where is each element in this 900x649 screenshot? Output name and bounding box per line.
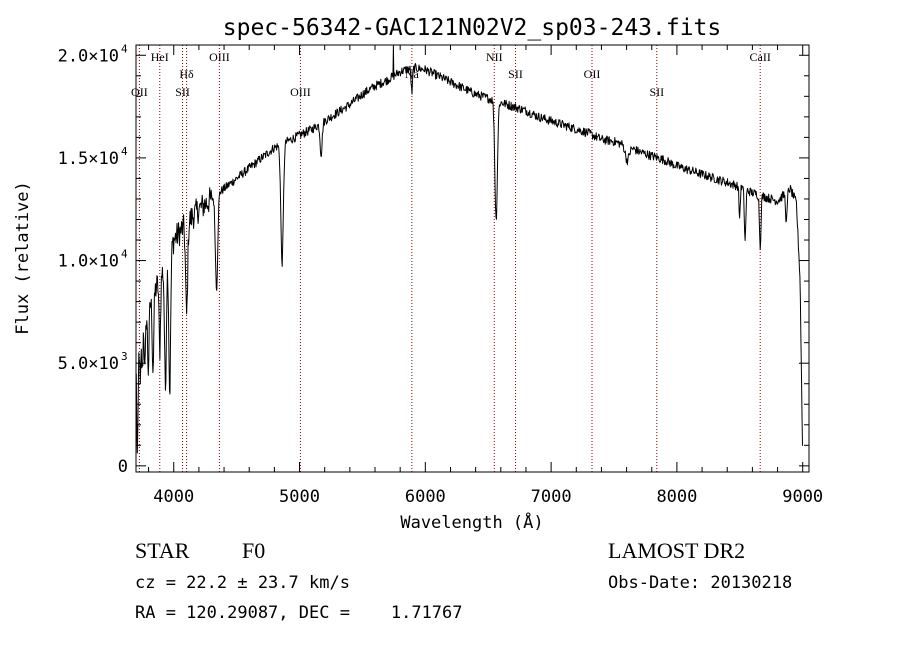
emission-line-label: SII bbox=[175, 85, 190, 99]
x-tick-label: 6000 bbox=[405, 487, 446, 507]
y-axis-label: Flux (relative) bbox=[13, 181, 33, 335]
y-tick-label: 1.0×10 bbox=[58, 252, 119, 272]
y-tick-label: 2.0×10 bbox=[58, 46, 119, 66]
emission-line-label: SII bbox=[649, 85, 664, 99]
x-tick-label: 9000 bbox=[782, 487, 823, 507]
plot-frame bbox=[135, 44, 810, 473]
y-tick-exponent: 4 bbox=[121, 42, 128, 55]
x-tick-label: 7000 bbox=[531, 487, 572, 507]
emission-line-label: Hδ bbox=[179, 67, 194, 81]
x-axis-ticks: 4000 5000 6000 7000 8000 9000 bbox=[148, 45, 823, 507]
emission-line-label: OII bbox=[131, 85, 148, 99]
chart-title: spec-56342-GAC121N02V2_sp03-243.fits bbox=[223, 15, 722, 41]
redshift-velocity: cz = 22.2 ± 23.7 km/s bbox=[135, 573, 350, 593]
y-tick-exponent: 4 bbox=[121, 248, 128, 261]
object-subclass: F0 bbox=[242, 538, 266, 563]
y-tick-exponent: 3 bbox=[121, 350, 128, 363]
emission-line-label: SII bbox=[508, 67, 523, 81]
object-class: STAR bbox=[135, 538, 190, 563]
x-tick-label: 5000 bbox=[279, 487, 320, 507]
y-axis-ticks: 05.0×10 31.0×10 41.5×10 42.0×10 4 bbox=[58, 42, 809, 477]
y-tick-exponent: 4 bbox=[121, 145, 128, 158]
emission-line-label: HeI bbox=[151, 50, 169, 64]
x-tick-label: 4000 bbox=[153, 487, 194, 507]
y-tick-label: 5.0×10 bbox=[58, 354, 119, 374]
emission-line-label: OII bbox=[584, 67, 601, 81]
emission-line-label: OIII bbox=[209, 50, 230, 64]
spectrum-line bbox=[135, 45, 803, 454]
emission-line-label: CaII bbox=[750, 50, 771, 64]
x-tick-label: 8000 bbox=[656, 487, 697, 507]
observation-date: Obs-Date: 20130218 bbox=[608, 573, 793, 593]
x-axis-label: Wavelength (Å) bbox=[400, 511, 543, 533]
survey-name: LAMOST DR2 bbox=[608, 538, 746, 563]
y-tick-label: 0 bbox=[118, 457, 128, 477]
sky-coordinates: RA = 120.29087, DEC = 1.71767 bbox=[135, 603, 463, 623]
emission-line-markers bbox=[138, 45, 761, 472]
emission-line-label: NII bbox=[486, 50, 503, 64]
emission-line-label: OIII bbox=[290, 85, 311, 99]
y-tick-label: 1.5×10 bbox=[58, 149, 119, 169]
